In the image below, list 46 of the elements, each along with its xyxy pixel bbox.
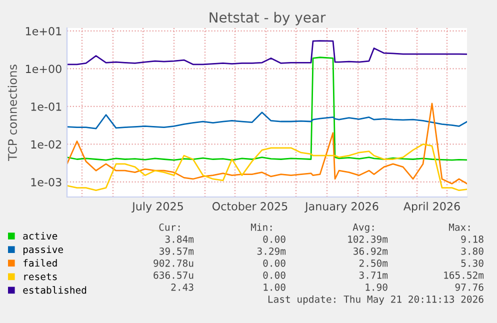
line-series (67, 144, 467, 192)
text: 902.78u (154, 259, 194, 267)
text: 1.90 (366, 283, 388, 291)
text: 165.52m (444, 271, 484, 279)
legend-label: active (23, 232, 58, 240)
x-tick-label: April 2026 (403, 202, 460, 213)
text: Max: (448, 224, 470, 231)
line-series (67, 112, 467, 130)
text: 3.84m (165, 235, 194, 243)
x-tick-label: October 2025 (212, 202, 288, 210)
y-tick-label: 1e+01 (26, 26, 62, 36)
x-tick-label: July 2025 (132, 202, 183, 213)
text: 36.92m (354, 247, 388, 255)
text: 2.43 (171, 283, 194, 291)
y-tick-label: 1e-01 (31, 102, 62, 111)
text: 97.76 (455, 283, 484, 291)
text: 2.50m (359, 259, 388, 267)
text: 3.71m (359, 271, 388, 279)
legend-label: resets (24, 273, 57, 280)
legend-label: passive (23, 246, 63, 256)
text: Avg: (352, 224, 374, 233)
chart-title: Netstat - by year (210, 12, 326, 26)
text: 636.57u (154, 271, 194, 279)
line-series (67, 102, 467, 184)
text: 102.39m (348, 235, 388, 243)
text: 3.80 (461, 247, 484, 255)
text: 5.30 (461, 259, 484, 267)
line-series (67, 56, 467, 161)
y-axis-title: TCP connections (8, 64, 17, 161)
legend-label: established (23, 286, 86, 294)
text: 0.00 (263, 259, 286, 267)
text: 0.00 (263, 235, 286, 243)
x-tick-label: January 2026 (304, 202, 378, 213)
y-tick-label: 1e-02 (31, 140, 62, 149)
y-tick-label: 1e+00 (26, 64, 62, 74)
text: Last update: Thu May 21 20:11:13 2026 (268, 295, 484, 305)
text: Cur: (159, 223, 180, 231)
legend-label: failed (24, 259, 57, 267)
y-tick-label: 1e-03 (31, 178, 62, 186)
text: Min: (250, 223, 272, 231)
text: 1.00 (264, 283, 286, 291)
text: 39.57m (160, 247, 194, 255)
text: 3.29m (257, 247, 286, 255)
line-series (67, 40, 467, 66)
text: 0.00 (263, 271, 286, 279)
text: 9.18 (461, 235, 484, 243)
